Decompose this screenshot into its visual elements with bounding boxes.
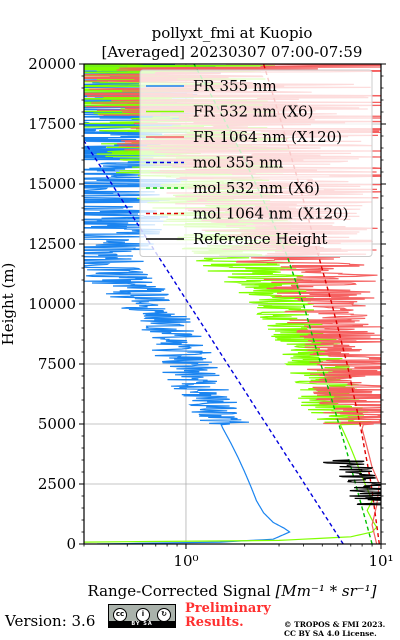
cc-icon: cc (113, 608, 127, 622)
chart-title-line-1: pollyxt_fmi at Kuopio (152, 24, 313, 42)
chart-title-line-2: [Averaged] 20230307 07:00-07:59 (102, 43, 363, 61)
series-line-mol1064 (262, 64, 380, 544)
y-tick-label: 17500 (28, 115, 76, 133)
series-line-ref (323, 459, 381, 506)
copyright-line-2: CC BY SA 4.0 License. (284, 629, 377, 638)
legend-label: mol 1064 nm (X120) (193, 205, 348, 223)
x-axis-label: Range-Corrected Signal [Mm⁻¹ * sr⁻¹] (87, 582, 376, 600)
legend-label: mol 532 nm (X6) (193, 179, 320, 197)
x-tick-label: 10¹ (368, 552, 393, 570)
legend-label: FR 1064 nm (X120) (193, 128, 342, 146)
y-tick-label: 5000 (38, 415, 76, 433)
y-tick-label: 2500 (38, 475, 76, 493)
legend-box (139, 69, 373, 257)
y-tick-label: 0 (66, 535, 76, 553)
copyright-note: © TROPOS & FMI 2023. CC BY SA 4.0 Licens… (284, 620, 385, 638)
preliminary-line-1: Preliminary (185, 601, 271, 616)
legend-label: FR 532 nm (X6) (193, 103, 313, 121)
x-axis-label-text: Range-Corrected Signal (87, 582, 275, 600)
preliminary-results-note: Preliminary Results. (185, 602, 271, 630)
legend-label: Reference Height (193, 230, 327, 248)
version-label: Version: 3.6 (5, 612, 96, 630)
legend-label: FR 355 nm (193, 77, 277, 95)
y-tick-label: 15000 (28, 175, 76, 193)
y-axis-label: Height (m) (0, 263, 17, 346)
legend-label: mol 355 nm (193, 154, 283, 172)
license-badge-text: BY SA (109, 621, 175, 627)
preliminary-line-2: Results. (185, 615, 244, 630)
x-tick-label: 10⁰ (173, 552, 198, 570)
y-tick-label: 20000 (28, 55, 76, 73)
series-line-fr532 (84, 64, 378, 543)
sa-icon: ↻ (157, 608, 171, 622)
y-tick-label: 7500 (38, 355, 76, 373)
by-icon: i (136, 608, 150, 622)
y-tick-label: 10000 (28, 295, 76, 313)
x-axis-label-unit: [Mm⁻¹ * sr⁻¹] (275, 582, 376, 600)
series-line-mol355 (84, 140, 344, 544)
legend: FR 355 nm FR 532 nm (X6) FR 1064 nm (X120)… (139, 69, 373, 257)
y-tick-label: 12500 (28, 235, 76, 253)
license-badge: cc i ↻ BY SA (108, 604, 176, 628)
copyright-line-1: © TROPOS & FMI 2023. (284, 620, 386, 629)
